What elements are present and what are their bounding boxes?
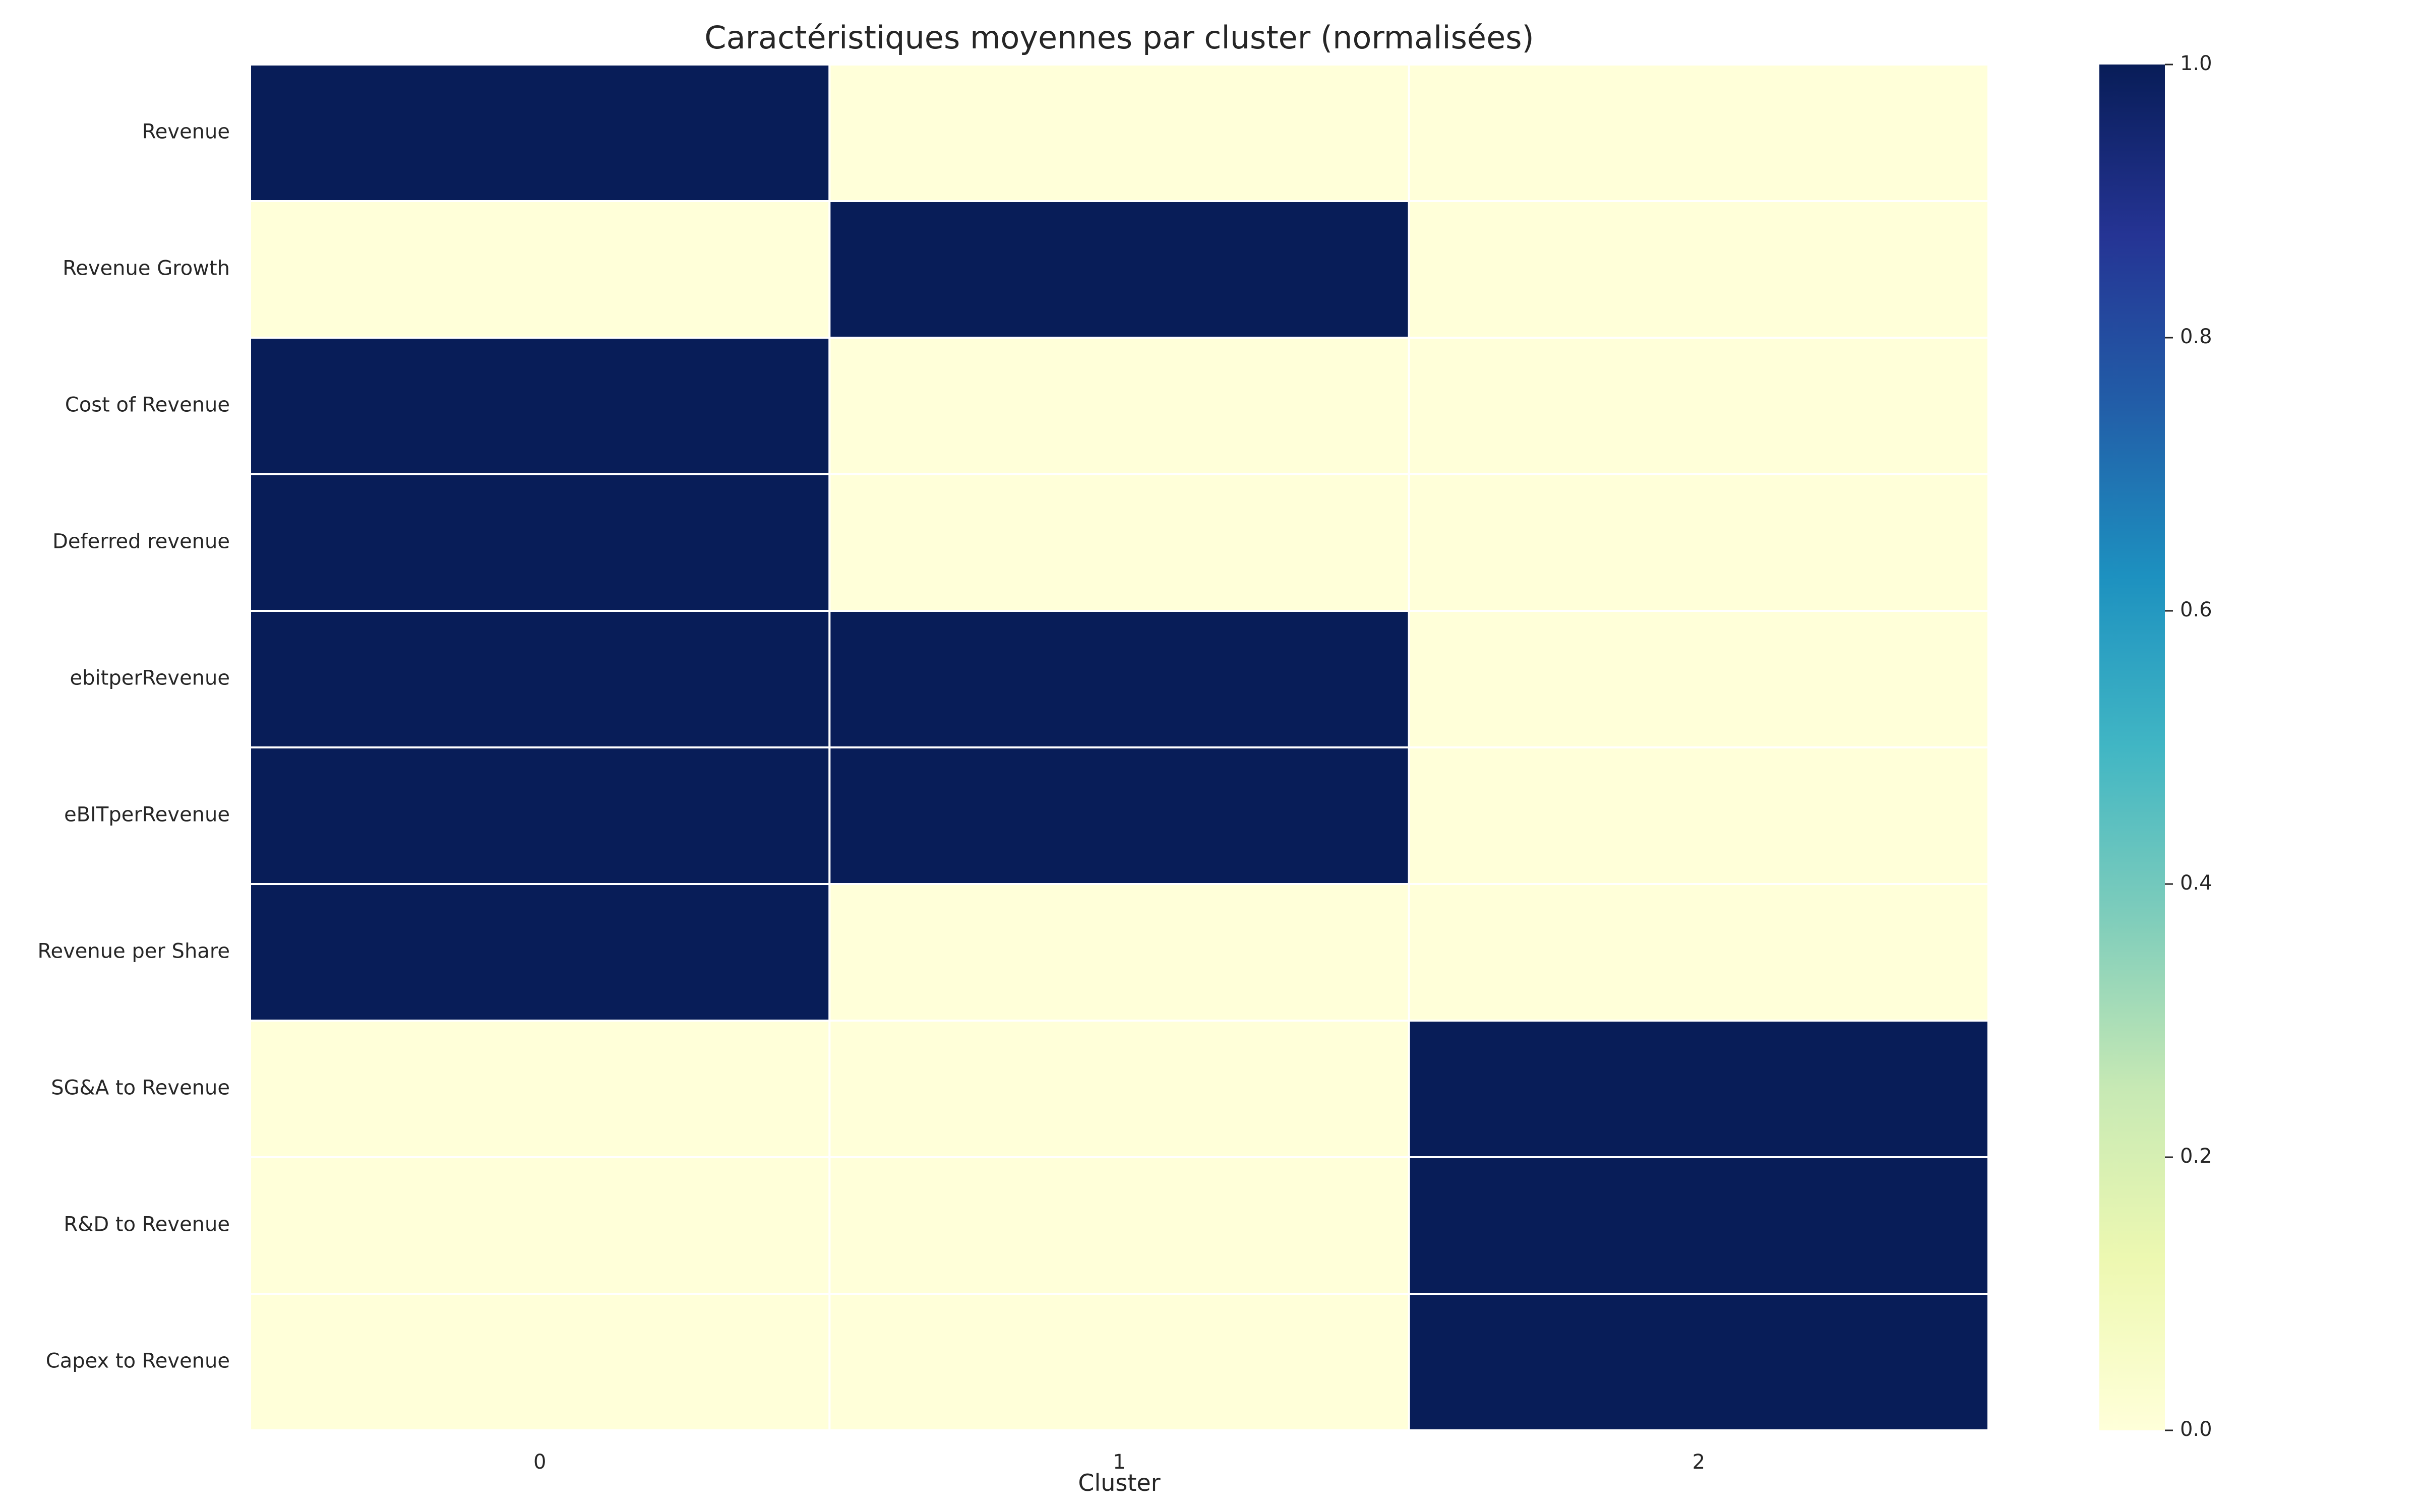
colorbar-tick-label: 0.6: [2180, 598, 2212, 621]
heatmap-cell: [828, 200, 1410, 339]
x-axis-label: Cluster: [1078, 1469, 1160, 1496]
colorbar-tick-label: 0.8: [2180, 325, 2212, 348]
heatmap-cell: [249, 883, 831, 1022]
heatmap-cell: [1408, 1156, 1990, 1295]
heatmap-cell: [249, 200, 831, 339]
y-tick-label: Revenue: [142, 120, 230, 144]
colorbar-tick-label: 0.4: [2180, 871, 2212, 895]
x-tick-label: 0: [533, 1451, 546, 1474]
heatmap-cell: [1408, 64, 1990, 202]
heatmap-cell: [1408, 473, 1990, 612]
colorbar-tick-label: 1.0: [2180, 52, 2212, 75]
y-tick-label: Revenue Growth: [63, 257, 230, 280]
heatmap-cell: [828, 64, 1410, 202]
y-tick-label: Revenue per Share: [37, 940, 230, 963]
chart-title: Caractéristiques moyennes par cluster (n…: [704, 19, 1534, 56]
colorbar-tick-label: 0.2: [2180, 1145, 2212, 1168]
heatmap-cell: [249, 610, 831, 748]
y-tick-label: R&D to Revenue: [64, 1213, 230, 1236]
heatmap-cell: [1408, 746, 1990, 885]
heatmap-cell: [828, 1156, 1410, 1295]
heatmap-cell: [828, 883, 1410, 1022]
heatmap-cell: [1408, 1293, 1990, 1431]
y-tick-label: Capex to Revenue: [46, 1350, 230, 1373]
heatmap-cell: [828, 746, 1410, 885]
x-tick-labels: 0 1 2: [533, 1451, 1705, 1474]
y-tick-label: ebitperRevenue: [70, 667, 230, 690]
y-tick-label: Cost of Revenue: [65, 394, 230, 417]
y-tick-labels: Revenue Revenue Growth Cost of Revenue Defe…: [37, 120, 230, 1373]
heatmap-cell: [828, 473, 1410, 612]
colorbar: 0.0 0.2 0.4 0.6 0.8 1.0: [2099, 52, 2212, 1441]
y-tick-label: eBITperRevenue: [64, 803, 230, 827]
heatmap-cell: [249, 1156, 831, 1295]
heatmap-cell: [1408, 200, 1990, 339]
heatmap-cell: [249, 1293, 831, 1431]
heatmap-cell: [1408, 1020, 1990, 1158]
heatmap-cell: [828, 1293, 1410, 1431]
heatmap-cell: [828, 1020, 1410, 1158]
heatmap-cell: [1408, 337, 1990, 475]
heatmap-cell: [249, 1020, 831, 1158]
heatmap-cell: [828, 337, 1410, 475]
heatmap-cell: [1408, 610, 1990, 748]
colorbar-bar: [2099, 65, 2165, 1430]
x-tick-label: 2: [1692, 1451, 1705, 1474]
heatmap-cell: [249, 64, 831, 202]
y-tick-label: SG&A to Revenue: [51, 1077, 230, 1100]
heatmap-cell: [828, 610, 1410, 748]
colorbar-tick-label: 0.0: [2180, 1418, 2212, 1441]
y-tick-label: Deferred revenue: [52, 530, 230, 553]
heatmap-cell: [1408, 883, 1990, 1022]
heatmap-cells: [249, 64, 1990, 1431]
heatmap-cell: [249, 473, 831, 612]
heatmap-cell: [249, 746, 831, 885]
heatmap-cell: [249, 337, 831, 475]
x-tick-label: 1: [1113, 1451, 1125, 1474]
